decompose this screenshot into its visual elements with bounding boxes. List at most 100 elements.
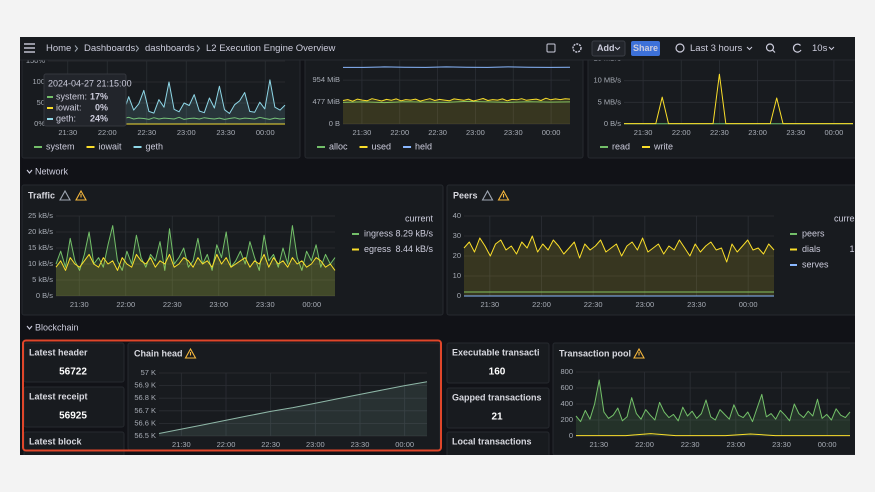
section-chevron xyxy=(26,325,33,330)
y-tick-label: 477 MiB xyxy=(312,97,340,106)
breadcrumb-separator xyxy=(196,45,201,52)
add-chevron xyxy=(614,46,621,51)
y-tick-label: 40 xyxy=(453,211,461,220)
y-tick-label: 56.8 K xyxy=(134,393,156,402)
x-tick-label: 23:30 xyxy=(504,128,523,137)
info-icon xyxy=(481,189,494,201)
breadcrumb-separator xyxy=(74,45,79,52)
x-tick-label: 23:30 xyxy=(772,440,791,449)
tooltip-name: geth: xyxy=(56,113,76,123)
breadcrumb-separator xyxy=(135,45,140,52)
series-area xyxy=(56,254,335,296)
refresh-icon[interactable] xyxy=(792,43,802,53)
stat-title: Executable transacti xyxy=(452,347,540,357)
x-tick-label: 21:30 xyxy=(589,440,608,449)
y-tick-label: 30 xyxy=(453,231,461,240)
stat-title: Latest block xyxy=(29,436,83,446)
stat-value: 160 xyxy=(489,367,506,378)
tooltip-time: 2024-04-27 21:15:00 xyxy=(48,78,132,88)
x-tick-label: 00:00 xyxy=(395,440,414,449)
legend-value: 8.29 kB/s xyxy=(395,228,433,238)
x-tick-label: 21:30 xyxy=(70,300,89,309)
dashboard: NetworkBlockchain0%50100150%21:3022:0022… xyxy=(21,39,855,455)
stat-title: Latest receipt xyxy=(29,391,88,401)
x-tick-label: 00:00 xyxy=(302,300,321,309)
y-tick-label: 10 kB/s xyxy=(28,259,53,268)
add-button[interactable] xyxy=(591,40,626,57)
x-tick-label: 23:30 xyxy=(786,128,805,137)
share-button[interactable] xyxy=(631,41,660,56)
series-area xyxy=(576,380,850,436)
stat-panel xyxy=(446,387,550,429)
stat-title: Gapped transactions xyxy=(452,392,542,402)
settings-icon[interactable] xyxy=(572,43,582,53)
breadcrumb[interactable]: Home xyxy=(46,43,71,54)
y-tick-label: 10 MB/s xyxy=(593,76,621,85)
add-button-label[interactable]: Add xyxy=(597,43,615,53)
x-tick-label: 22:00 xyxy=(635,440,654,449)
x-tick-label: 23:00 xyxy=(635,300,654,309)
y-tick-label: 100 xyxy=(32,77,45,86)
legend-label: read xyxy=(612,141,630,151)
refresh-interval[interactable]: 10s xyxy=(812,43,828,54)
x-tick-label: 22:30 xyxy=(710,128,729,137)
x-tick-label: 21:30 xyxy=(353,128,372,137)
x-tick-label: 00:00 xyxy=(818,440,837,449)
stat-panel xyxy=(446,342,550,384)
share-button-label[interactable]: Share xyxy=(633,43,658,53)
x-tick-label: 23:30 xyxy=(351,440,370,449)
clock-icon[interactable] xyxy=(675,43,685,53)
series-line xyxy=(55,225,336,271)
x-tick-label: 22:00 xyxy=(217,440,236,449)
y-tick-label: 400 xyxy=(560,399,573,408)
y-tick-label: 25 kB/s xyxy=(28,211,53,220)
legend-header: current xyxy=(405,213,434,223)
breadcrumb[interactable]: dashboards xyxy=(145,43,195,54)
tooltip-name: system: xyxy=(56,91,87,101)
y-tick-label: 56.6 K xyxy=(134,418,156,427)
y-tick-label: 0 B/s xyxy=(36,291,53,300)
tooltip xyxy=(43,73,127,127)
x-tick-label: 22:30 xyxy=(137,128,156,137)
tooltip-value: 24% xyxy=(90,113,108,123)
series-line xyxy=(343,66,571,68)
series-line xyxy=(624,73,853,125)
breadcrumb[interactable]: Dashboards xyxy=(84,43,135,54)
warning-icon xyxy=(633,347,645,359)
save-icon[interactable] xyxy=(546,43,556,53)
legend-value: 8.44 kB/s xyxy=(395,244,433,254)
series-line xyxy=(342,100,571,104)
y-tick-label: 50 xyxy=(37,98,45,107)
y-tick-label: 200 xyxy=(560,415,573,424)
time-chevron xyxy=(746,46,753,51)
legend-label: dials xyxy=(802,244,821,254)
y-tick-label: 5 MB/s xyxy=(598,97,622,106)
stat-panel xyxy=(446,431,550,455)
breadcrumb: L2 Execution Engine Overview xyxy=(206,43,336,54)
legend-label: peers xyxy=(802,228,825,238)
x-tick-label: 22:30 xyxy=(163,300,182,309)
series-line xyxy=(575,379,851,423)
x-tick-label: 23:30 xyxy=(687,300,706,309)
series-line xyxy=(158,381,428,434)
panel xyxy=(552,342,855,455)
refresh-chevron xyxy=(828,46,835,51)
warning-icon xyxy=(497,189,510,201)
legend-label: system xyxy=(46,141,75,151)
x-tick-label: 23:00 xyxy=(177,128,196,137)
zoom-icon[interactable] xyxy=(765,43,775,52)
x-tick-label: 23:00 xyxy=(306,440,325,449)
x-tick-label: 00:00 xyxy=(256,128,275,137)
x-tick-label: 23:00 xyxy=(726,440,745,449)
legend-label: write xyxy=(653,141,673,151)
warning-icon xyxy=(184,347,197,359)
x-tick-label: 22:30 xyxy=(261,440,280,449)
y-tick-label: 20 kB/s xyxy=(28,227,53,236)
y-tick-label: 56.7 K xyxy=(134,406,156,415)
x-tick-label: 00:00 xyxy=(739,300,758,309)
y-tick-label: 0 B/s xyxy=(604,119,621,128)
tooltip-name: iowait: xyxy=(56,102,82,112)
time-range[interactable]: Last 3 hours xyxy=(690,43,743,54)
y-tick-label: 0 xyxy=(457,291,461,300)
legend-label: egress xyxy=(364,244,392,254)
